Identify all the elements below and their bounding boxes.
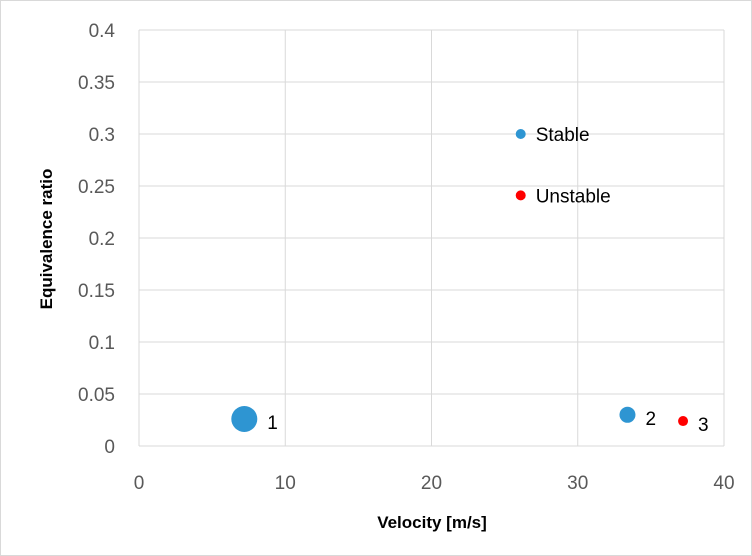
x-tick-label: 40 xyxy=(713,473,734,494)
y-tick-label: 0.3 xyxy=(89,125,115,146)
legend-label: Unstable xyxy=(536,186,611,207)
y-axis-title: Equivalence ratio xyxy=(37,169,56,310)
x-tick-label: 20 xyxy=(421,473,442,494)
data-point xyxy=(678,416,689,427)
y-tick-label: 0.2 xyxy=(89,229,115,250)
y-tick-label: 0.1 xyxy=(89,333,115,354)
y-tick-label: 0.4 xyxy=(89,21,116,42)
legend-marker xyxy=(515,129,526,139)
y-tick-label: 0.05 xyxy=(78,385,115,406)
data-point xyxy=(231,405,258,432)
point-label: 3 xyxy=(698,415,709,436)
point-label: 2 xyxy=(645,409,656,430)
legend-marker xyxy=(515,190,526,201)
y-tick-label: 0.15 xyxy=(78,281,115,302)
y-tick-label: 0.35 xyxy=(78,73,115,94)
legend-label: Stable xyxy=(536,125,590,146)
y-tick-label: 0 xyxy=(104,437,115,458)
data-point xyxy=(619,406,636,423)
x-tick-label: 30 xyxy=(567,473,588,494)
y-tick-labels: 0 0.05 0.1 0.15 0.2 0.25 0.3 0.35 0.4 xyxy=(78,21,115,458)
x-tick-label: 10 xyxy=(275,473,296,494)
data-points: 1 2 3 xyxy=(231,405,709,436)
legend: Stable Unstable xyxy=(515,125,611,207)
x-tick-label: 0 xyxy=(134,473,145,494)
x-tick-labels: 0 10 20 30 40 xyxy=(134,473,735,494)
point-label: 1 xyxy=(267,413,278,434)
x-axis-title: Velocity [m/s] xyxy=(377,513,487,532)
gridlines xyxy=(138,29,725,447)
y-tick-label: 0.25 xyxy=(78,177,115,198)
